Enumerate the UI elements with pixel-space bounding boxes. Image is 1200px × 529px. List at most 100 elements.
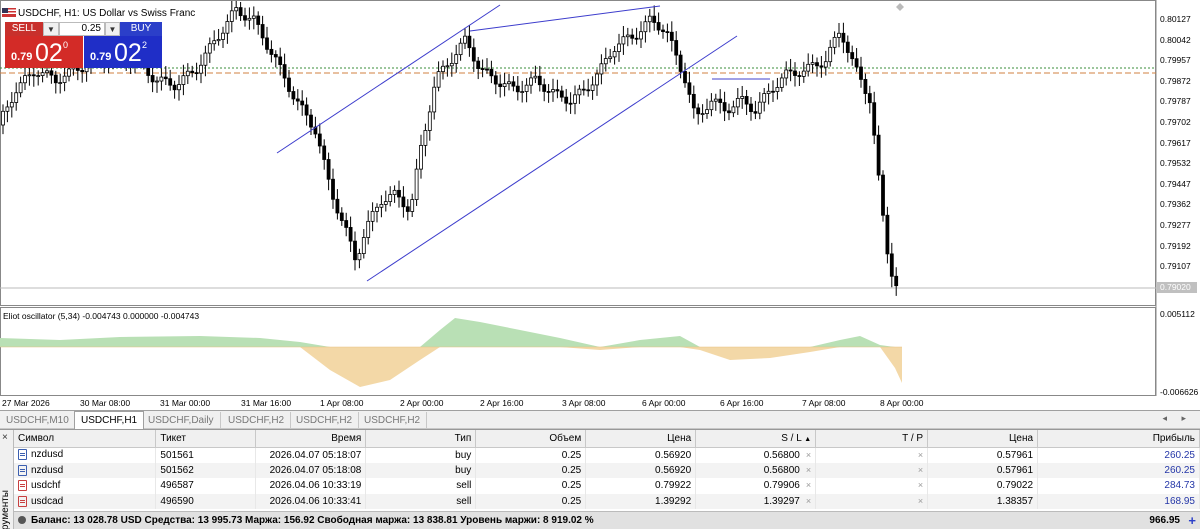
cell-type-text: buy	[455, 449, 472, 461]
candle-body	[546, 91, 551, 93]
cell-price: 0.56920	[585, 462, 697, 478]
candle-body	[533, 75, 538, 79]
volume-input[interactable]: 0.25	[59, 22, 105, 36]
candle-body	[498, 83, 503, 87]
cell-price-text: 0.79922	[655, 480, 692, 492]
time-tick-label: 3 Apr 08:00	[562, 398, 606, 408]
candle-body	[779, 77, 784, 88]
oscillator-tick-label: 0.005112	[1160, 309, 1195, 319]
col-type[interactable]: Тип	[365, 430, 477, 448]
candle-body	[489, 68, 494, 77]
cell-tp: ×	[815, 478, 929, 494]
candle-body	[251, 15, 256, 19]
candle-body	[581, 88, 586, 91]
remove-tp-icon[interactable]: ×	[917, 449, 924, 460]
candle-body	[577, 88, 582, 96]
col-profit[interactable]: Прибыль	[1037, 430, 1200, 448]
oscillator-negative-area	[0, 347, 902, 387]
remove-tp-icon[interactable]: ×	[917, 495, 924, 506]
candle-body	[568, 102, 573, 105]
remove-tp-icon[interactable]: ×	[917, 480, 924, 491]
tab-usdchf-h2[interactable]: USDCHF,H2	[222, 412, 292, 429]
plus-icon[interactable]: +	[1188, 513, 1196, 528]
col-current-price[interactable]: Цена	[927, 430, 1039, 448]
cell-type: buy	[365, 462, 477, 478]
table-row[interactable]: usdcad 496590 2026.04.06 10:33:41 sell 0.25 1…	[14, 493, 1200, 509]
table-row[interactable]: nzdusd 501562 2026.04.07 05:18:08 buy 0.25 0.…	[14, 462, 1200, 478]
candle-body	[80, 70, 85, 73]
price-tick-label: 0.79192	[1160, 240, 1191, 251]
price-chart[interactable]	[0, 0, 1200, 410]
candle-body	[661, 29, 665, 33]
candle-body	[881, 174, 885, 216]
candle-body	[665, 31, 670, 34]
tab-usdchf-h2[interactable]: USDCHF,H2	[358, 412, 428, 429]
table-row[interactable]: nzdusd 501561 2026.04.07 05:18:07 buy 0.25 0.…	[14, 447, 1200, 463]
col-sl[interactable]: S / L ▲	[695, 430, 817, 448]
oscillator-title: Eliot oscillator (5,34) -0.004743 0.0000…	[3, 311, 200, 321]
remove-sl-icon[interactable]: ×	[805, 495, 812, 506]
chevron-down-icon[interactable]: ▼	[105, 22, 120, 36]
cell-time-text: 2026.04.07 05:18:07	[269, 449, 362, 461]
candle-body	[445, 65, 450, 68]
candle-body	[344, 220, 349, 228]
cell-profit: 168.95	[1037, 493, 1200, 509]
candle-body	[159, 76, 164, 82]
buy-button[interactable]: BUY	[120, 22, 162, 36]
col-time[interactable]: Время	[255, 430, 367, 448]
candle-body	[542, 84, 547, 92]
candle-body	[551, 89, 555, 93]
tab-scroll-arrows[interactable]: ◂ ▸	[1162, 413, 1192, 423]
tab-usdchf-daily[interactable]: USDCHF,Daily	[142, 412, 221, 429]
candle-body	[573, 94, 577, 104]
col-tp[interactable]: T / P	[815, 430, 929, 448]
candle-body	[410, 199, 415, 212]
tab-usdchf-h1[interactable]: USDCHF,H1	[74, 411, 145, 430]
price-tick-label: 0.80042	[1160, 34, 1191, 45]
remove-sl-icon[interactable]: ×	[805, 449, 812, 460]
tab-usdchf-h2[interactable]: USDCHF,H2	[290, 412, 360, 429]
candle-body	[823, 61, 828, 68]
candle-body	[617, 43, 621, 52]
balance-row: Баланс: 13 028.78 USD Средства: 13 995.7…	[14, 511, 1200, 529]
tab-usdchf-m10[interactable]: USDCHF,M10	[0, 412, 76, 429]
table-row[interactable]: usdchf 496587 2026.04.06 10:33:19 sell 0.25 0…	[14, 478, 1200, 494]
candle-body	[463, 35, 467, 44]
candle-body	[366, 220, 371, 238]
cell-symbol: usdcad	[14, 493, 157, 509]
col-symbol[interactable]: Символ	[14, 430, 157, 448]
candle-body	[815, 62, 819, 67]
col-ticket[interactable]: Тикет	[155, 430, 257, 448]
chart-window[interactable]: USDCHF, H1: US Dollar vs Swiss Franc SEL…	[0, 0, 1200, 410]
candle-body	[441, 65, 445, 73]
cell-volume: 0.25	[475, 447, 587, 463]
close-icon[interactable]: ×	[2, 432, 8, 443]
candle-body	[423, 130, 428, 146]
col-price[interactable]: Цена	[585, 430, 697, 448]
candle-body	[793, 70, 797, 76]
candle-body	[260, 24, 265, 39]
candle-body	[678, 54, 683, 72]
sell-price-fraction: 0	[63, 40, 69, 50]
remove-tp-icon[interactable]: ×	[917, 464, 924, 475]
time-tick-label: 27 Mar 2026	[2, 398, 50, 408]
main-chart-frame	[0, 0, 1156, 306]
sell-button[interactable]: SELL	[5, 22, 43, 36]
col-volume[interactable]: Объем	[475, 430, 587, 448]
cell-ticket-text: 496587	[160, 480, 194, 492]
cell-volume-text: 0.25	[561, 480, 582, 492]
remove-sl-icon[interactable]: ×	[805, 480, 812, 491]
candle-body	[647, 15, 652, 23]
cell-ticket-text: 496590	[160, 495, 194, 507]
candle-body	[397, 189, 401, 198]
chevron-down-icon[interactable]: ▼	[43, 22, 59, 36]
candle-body	[353, 240, 357, 261]
remove-sl-icon[interactable]: ×	[805, 464, 812, 475]
cell-ticket: 501562	[155, 462, 257, 478]
sell-price-button[interactable]: 0.79 02 0	[5, 36, 83, 68]
buy-price-button[interactable]: 0.79 02 2	[84, 36, 162, 68]
candle-body	[322, 145, 327, 160]
candle-body	[819, 65, 824, 68]
candle-body	[507, 81, 511, 85]
candle-body	[722, 102, 727, 112]
